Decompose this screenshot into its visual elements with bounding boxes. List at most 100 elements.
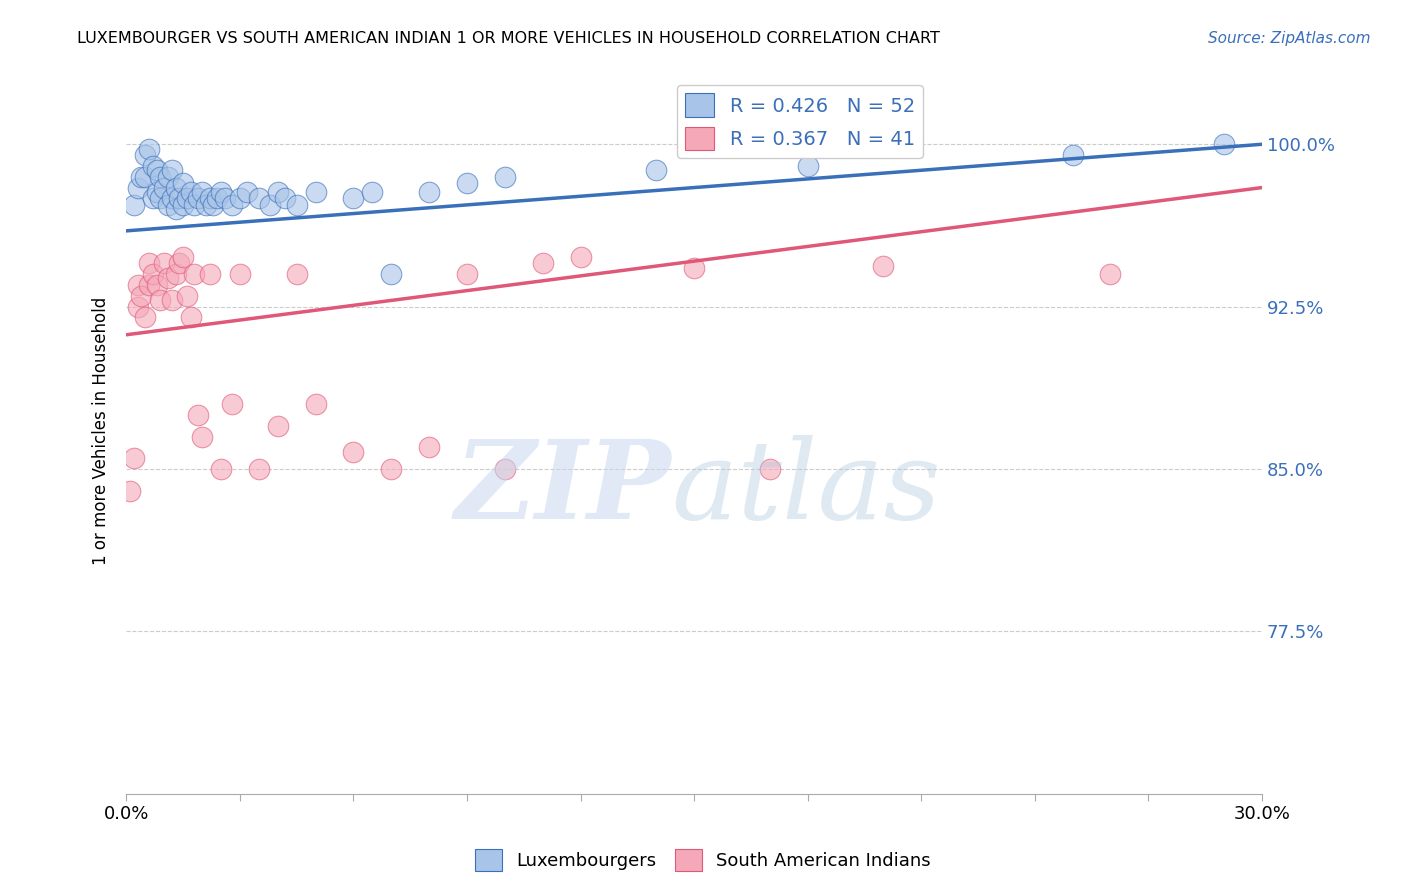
Point	[304, 185, 326, 199]
Point	[122, 451, 145, 466]
Point	[149, 169, 172, 184]
Point	[169, 191, 191, 205]
Point	[134, 169, 156, 184]
Point	[267, 418, 290, 433]
Point	[176, 289, 198, 303]
Point	[187, 408, 209, 422]
Point	[418, 440, 440, 454]
Point	[191, 185, 214, 199]
Point	[229, 267, 252, 281]
Point	[202, 198, 225, 212]
Point	[418, 185, 440, 199]
Point	[380, 267, 402, 281]
Point	[149, 293, 172, 307]
Point	[274, 191, 297, 205]
Point	[156, 169, 179, 184]
Point	[187, 191, 209, 205]
Point	[267, 185, 290, 199]
Point	[259, 198, 281, 212]
Point	[1062, 148, 1084, 162]
Point	[142, 267, 165, 281]
Point	[145, 185, 167, 199]
Point	[131, 169, 153, 184]
Point	[180, 185, 202, 199]
Point	[172, 176, 194, 190]
Point	[531, 256, 554, 270]
Point	[127, 300, 149, 314]
Point	[209, 185, 232, 199]
Point	[145, 163, 167, 178]
Point	[209, 462, 232, 476]
Point	[160, 191, 183, 205]
Point	[165, 180, 187, 194]
Point	[380, 462, 402, 476]
Point	[183, 267, 205, 281]
Point	[236, 185, 259, 199]
Point	[247, 191, 270, 205]
Point	[342, 444, 364, 458]
Point	[759, 462, 782, 476]
Point	[169, 256, 191, 270]
Text: ZIP: ZIP	[454, 435, 672, 543]
Point	[149, 191, 172, 205]
Point	[180, 310, 202, 325]
Point	[160, 163, 183, 178]
Point	[796, 159, 818, 173]
Point	[872, 259, 894, 273]
Text: LUXEMBOURGER VS SOUTH AMERICAN INDIAN 1 OR MORE VEHICLES IN HOUSEHOLD CORRELATIO: LUXEMBOURGER VS SOUTH AMERICAN INDIAN 1 …	[77, 31, 941, 46]
Point	[156, 198, 179, 212]
Point	[191, 429, 214, 443]
Point	[456, 176, 478, 190]
Point	[176, 191, 198, 205]
Point	[172, 250, 194, 264]
Point	[138, 277, 160, 292]
Legend: R = 0.426   N = 52, R = 0.367   N = 41: R = 0.426 N = 52, R = 0.367 N = 41	[678, 86, 922, 158]
Point	[153, 256, 176, 270]
Point	[304, 397, 326, 411]
Point	[122, 198, 145, 212]
Point	[1213, 137, 1236, 152]
Point	[142, 191, 165, 205]
Point	[214, 191, 236, 205]
Point	[131, 289, 153, 303]
Point	[120, 483, 142, 498]
Point	[198, 267, 221, 281]
Point	[198, 191, 221, 205]
Point	[361, 185, 384, 199]
Point	[138, 142, 160, 156]
Point	[229, 191, 252, 205]
Point	[221, 198, 243, 212]
Point	[172, 198, 194, 212]
Point	[138, 256, 160, 270]
Point	[205, 191, 228, 205]
Point	[183, 198, 205, 212]
Point	[194, 198, 217, 212]
Text: atlas: atlas	[672, 435, 941, 543]
Point	[160, 293, 183, 307]
Point	[285, 267, 308, 281]
Point	[165, 202, 187, 217]
Point	[342, 191, 364, 205]
Text: Source: ZipAtlas.com: Source: ZipAtlas.com	[1208, 31, 1371, 46]
Point	[127, 180, 149, 194]
Point	[494, 169, 516, 184]
Point	[1099, 267, 1122, 281]
Point	[221, 397, 243, 411]
Point	[569, 250, 592, 264]
Point	[645, 163, 668, 178]
Point	[683, 260, 706, 275]
Point	[165, 267, 187, 281]
Point	[156, 271, 179, 285]
Legend: Luxembourgers, South American Indians: Luxembourgers, South American Indians	[468, 842, 938, 879]
Y-axis label: 1 or more Vehicles in Household: 1 or more Vehicles in Household	[93, 297, 110, 566]
Point	[142, 159, 165, 173]
Point	[134, 148, 156, 162]
Point	[247, 462, 270, 476]
Point	[285, 198, 308, 212]
Point	[145, 277, 167, 292]
Point	[494, 462, 516, 476]
Point	[127, 277, 149, 292]
Point	[456, 267, 478, 281]
Point	[153, 180, 176, 194]
Point	[134, 310, 156, 325]
